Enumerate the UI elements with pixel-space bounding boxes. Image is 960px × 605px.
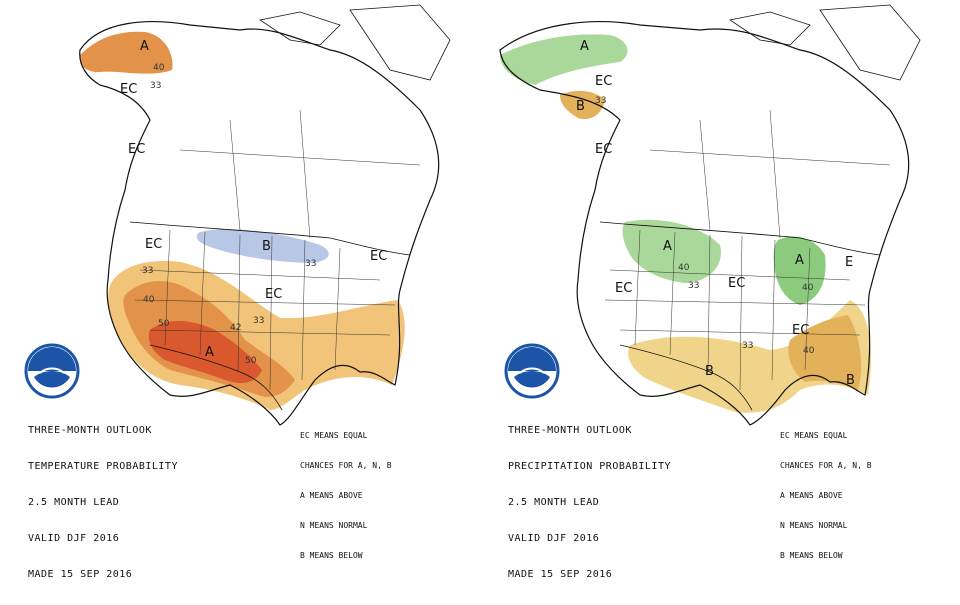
title-line: 2.5 MONTH LEAD — [508, 497, 600, 508]
precipitation-title-block: THREE-MONTH OUTLOOK PRECIPITATION PROBAB… — [508, 401, 671, 605]
us-mexico-border — [149, 344, 283, 411]
label-se-33: 33 — [253, 316, 264, 326]
us-canada-border — [129, 221, 411, 256]
label-plains-33: 33 — [688, 281, 699, 291]
arctic-islands — [728, 4, 921, 81]
title-line: VALID DJF 2016 — [28, 533, 120, 544]
label-sw-33: 33 — [142, 266, 153, 276]
temperature-map-graphic: A 40 33 EC EC EC B 33 EC EC 33 40 50 A 5… — [79, 4, 451, 426]
legend-line: EC MEANS EQUAL — [780, 431, 848, 440]
label-central-ec: EC — [265, 287, 282, 302]
temperature-title-block: THREE-MONTH OUTLOOK TEMPERATURE PROBABIL… — [28, 401, 178, 605]
label-alaska-a: A — [580, 39, 589, 54]
label-plains-40: 40 — [678, 263, 690, 273]
legend-line: N MEANS NORMAL — [300, 521, 368, 530]
title-line: VALID DJF 2016 — [508, 533, 600, 544]
label-plains-b: B — [262, 239, 271, 254]
arctic-islands — [258, 4, 451, 81]
legend-line: CHANCES FOR A, N, B — [780, 461, 872, 470]
state-lines — [604, 109, 891, 391]
label-sw-50: 50 — [158, 319, 170, 329]
title-line: MADE 15 SEP 2016 — [508, 569, 613, 580]
label-se-40: 40 — [803, 346, 815, 356]
legend-line: N MEANS NORMAL — [780, 521, 848, 530]
south-dry-region — [628, 300, 871, 413]
us-canada-border — [599, 221, 881, 256]
continent-outline — [499, 21, 910, 426]
label-bc-ec: EC — [128, 142, 145, 157]
state-lines — [134, 109, 421, 391]
title-line: THREE-MONTH OUTLOOK — [28, 425, 152, 436]
title-line: PRECIPITATION PROBABILITY — [508, 461, 672, 472]
label-alaska-b: B — [576, 99, 585, 114]
legend-line: CHANCES FOR A, N, B — [300, 461, 392, 470]
alaska-wet-region — [500, 34, 628, 85]
label-alaska-33: 33 — [595, 96, 606, 106]
sw-above-dark-region — [148, 321, 262, 383]
noaa-logo-icon — [504, 343, 560, 399]
legend-line: A MEANS ABOVE — [300, 491, 363, 500]
label-plains-33: 33 — [305, 259, 316, 269]
label-south-b: B — [705, 364, 714, 379]
lakes-wet-region — [773, 236, 826, 305]
alaska-dry-region — [560, 90, 605, 120]
title-line: MADE 15 SEP 2016 — [28, 569, 133, 580]
label-alaska-ec: EC — [595, 74, 612, 89]
legend-line: A MEANS ABOVE — [780, 491, 843, 500]
alaska-above-region — [79, 31, 173, 74]
label-east-ec: EC — [370, 249, 387, 264]
label-alaska-33: 33 — [150, 81, 161, 91]
label-sw-42: 42 — [230, 323, 241, 333]
title-line: TEMPERATURE PROBABILITY — [28, 461, 178, 472]
legend-line: B MEANS BELOW — [780, 551, 843, 560]
noaa-logo-icon — [24, 343, 80, 399]
us-mexico-border — [619, 344, 753, 411]
label-lakes-40: 40 — [802, 283, 814, 293]
label-tx-50: 50 — [245, 356, 257, 366]
label-plains-a: A — [663, 239, 672, 254]
label-east-e: E — [845, 255, 853, 270]
label-sw-a: A — [205, 345, 214, 360]
legend-line: EC MEANS EQUAL — [300, 431, 368, 440]
label-fl-b: B — [846, 373, 855, 388]
label-alaska-a: A — [140, 39, 149, 54]
label-west-ec: EC — [145, 237, 162, 252]
label-se-ec: EC — [792, 323, 809, 338]
temperature-outlook-map: A 40 33 EC EC EC B 33 EC EC 33 40 50 A 5… — [0, 0, 480, 580]
label-sw-40: 40 — [143, 295, 155, 305]
label-lakes-a: A — [795, 253, 804, 268]
temperature-legend: EC MEANS EQUAL CHANCES FOR A, N, B A MEA… — [300, 411, 392, 581]
legend-line: B MEANS BELOW — [300, 551, 363, 560]
precipitation-legend: EC MEANS EQUAL CHANCES FOR A, N, B A MEA… — [780, 411, 872, 581]
plains-wet-region — [622, 219, 721, 283]
precipitation-outlook-map: A EC B 33 EC A 40 33 EC EC A 40 E EC B 3… — [480, 0, 960, 580]
title-line: 2.5 MONTH LEAD — [28, 497, 120, 508]
continent-outline — [79, 21, 440, 426]
label-alaska-40: 40 — [153, 63, 165, 73]
label-west-ec: EC — [615, 281, 632, 296]
plains-below-region — [196, 229, 329, 263]
precipitation-map-graphic: A EC B 33 EC A 40 33 EC EC A 40 E EC B 3… — [499, 4, 921, 426]
label-bc-ec: EC — [595, 142, 612, 157]
label-south-33: 33 — [742, 341, 753, 351]
label-alaska-ec: EC — [120, 82, 137, 97]
label-central-ec: EC — [728, 276, 745, 291]
title-line: THREE-MONTH OUTLOOK — [508, 425, 632, 436]
